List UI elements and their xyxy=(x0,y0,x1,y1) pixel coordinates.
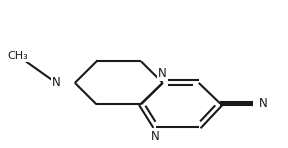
Text: N: N xyxy=(52,76,60,89)
Text: N: N xyxy=(158,67,167,80)
Text: CH₃: CH₃ xyxy=(7,50,28,61)
Text: N: N xyxy=(259,97,268,110)
Text: N: N xyxy=(151,130,160,143)
